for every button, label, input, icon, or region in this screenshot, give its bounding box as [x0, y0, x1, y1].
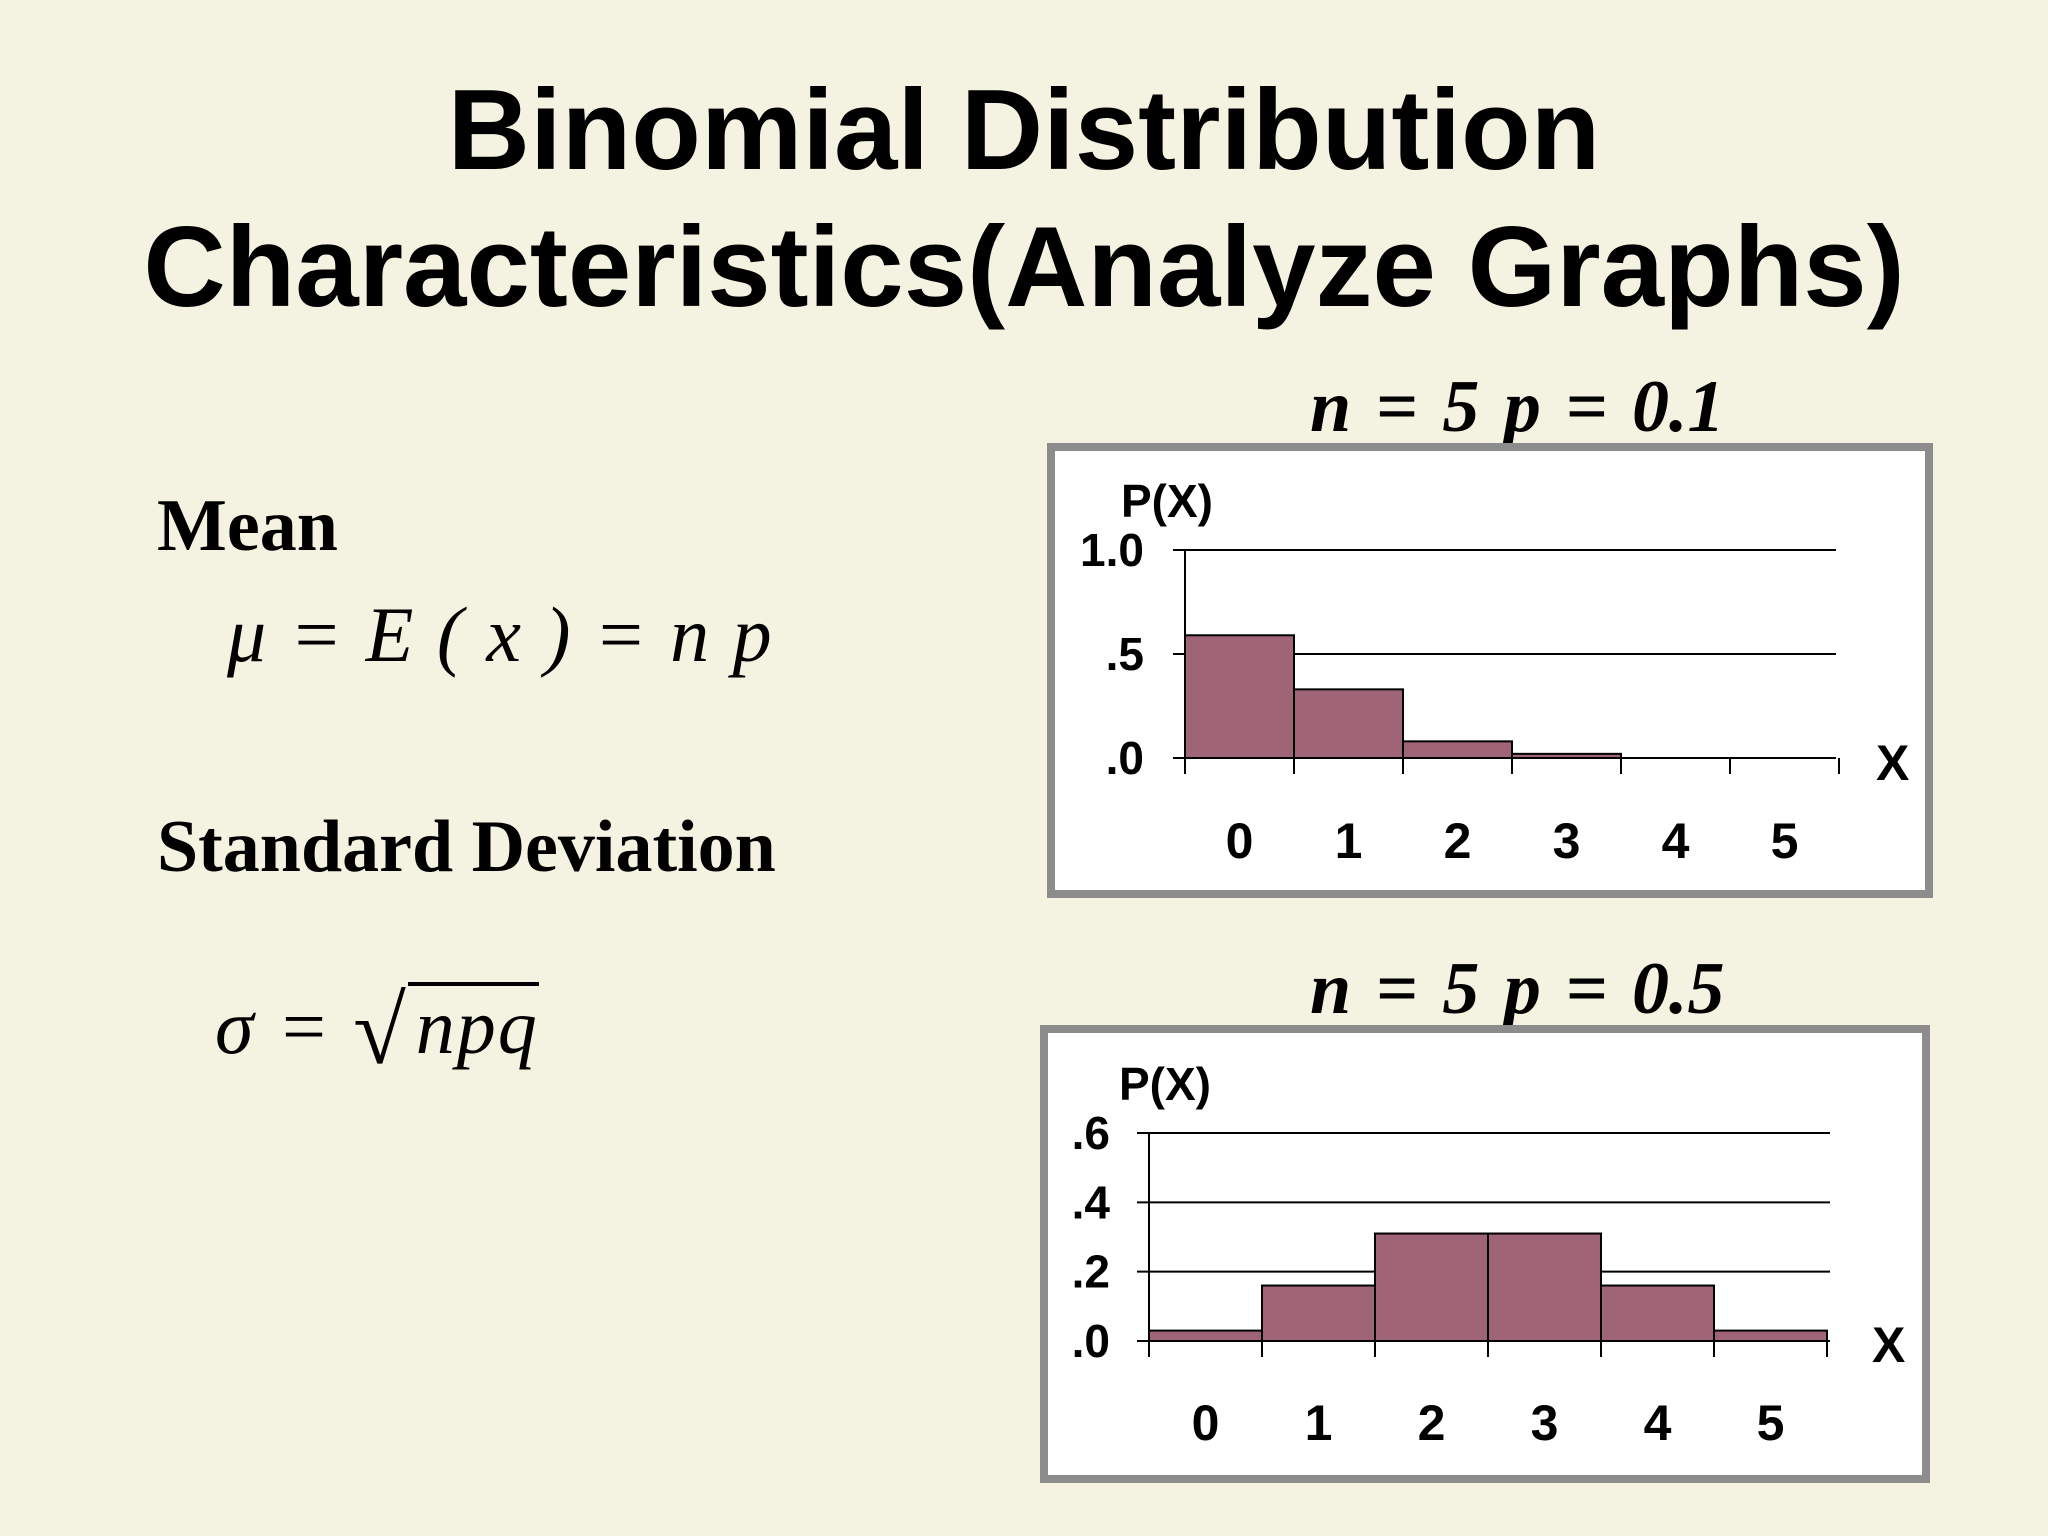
chart-1-x-tick-label: 4 [1662, 813, 1690, 869]
chart-2-y-axis-label: P(X) [1119, 1058, 1211, 1110]
chart-2-y-tick-label: .6 [1072, 1107, 1110, 1159]
chart-2-bar [1487, 1232, 1602, 1342]
chart-2-x-tick-label: 1 [1305, 1395, 1333, 1451]
chart-2-y-tick-label: .2 [1072, 1246, 1110, 1298]
chart-1-y-axis-label: P(X) [1121, 475, 1213, 527]
chart-1-bar [1402, 740, 1513, 759]
mean-label: Mean [157, 485, 338, 567]
chart-2-x-tick-label: 3 [1531, 1395, 1559, 1451]
chart-2-bar [1374, 1232, 1489, 1342]
square-root-symbol: √ [353, 977, 408, 1084]
chart-1-bar [1184, 634, 1295, 760]
chart-2-bar [1600, 1284, 1715, 1342]
chart-2-bar [1148, 1329, 1263, 1342]
sd-formula-radicand: npq [407, 982, 539, 1066]
chart-2-x-tick-label: 2 [1418, 1395, 1446, 1451]
slide-title-line-2: Characteristics(Analyze Graphs) [143, 204, 1905, 331]
chart-2-y-tick-label: .0 [1072, 1315, 1110, 1367]
chart-1-bar [1293, 688, 1404, 759]
mean-formula: μ = E ( x ) = n p [227, 591, 774, 678]
chart-1-y-tick-label: 1.0 [1080, 524, 1144, 576]
chart-1-x-axis-label: X [1876, 735, 1909, 791]
chart-1-x-tick-label: 0 [1226, 813, 1254, 869]
standard-deviation-formula: σ = √ npq [215, 975, 539, 1086]
chart-1-y-tick-label: .5 [1106, 628, 1144, 680]
sd-formula-lhs: σ = [215, 983, 332, 1070]
chart-1-x-tick-label: 1 [1335, 813, 1363, 869]
chart-1-x-tick-label: 3 [1553, 813, 1581, 869]
chart-2-caption: n = 5 p = 0.5 [1310, 948, 1725, 1030]
chart-1-x-tick-label: 2 [1444, 813, 1472, 869]
standard-deviation-label: Standard Deviation [157, 806, 776, 888]
chart-2-bar [1261, 1284, 1376, 1342]
chart-1-x-tick-label: 5 [1771, 813, 1799, 869]
chart-1-bar [1511, 752, 1622, 760]
chart-2-x-tick-label: 0 [1192, 1395, 1220, 1451]
chart-2-y-tick-label: .4 [1072, 1176, 1111, 1228]
chart-2-x-tick-label: 4 [1644, 1395, 1672, 1451]
chart-1-caption: n = 5 p = 0.1 [1310, 366, 1725, 448]
slide-title-line-1: Binomial Distribution [447, 67, 1601, 194]
chart-2-x-axis-label: X [1872, 1317, 1905, 1373]
chart-1-y-tick-label: .0 [1106, 732, 1144, 784]
chart-2-x-tick-label: 5 [1757, 1395, 1785, 1451]
chart-2-bar [1713, 1329, 1828, 1342]
